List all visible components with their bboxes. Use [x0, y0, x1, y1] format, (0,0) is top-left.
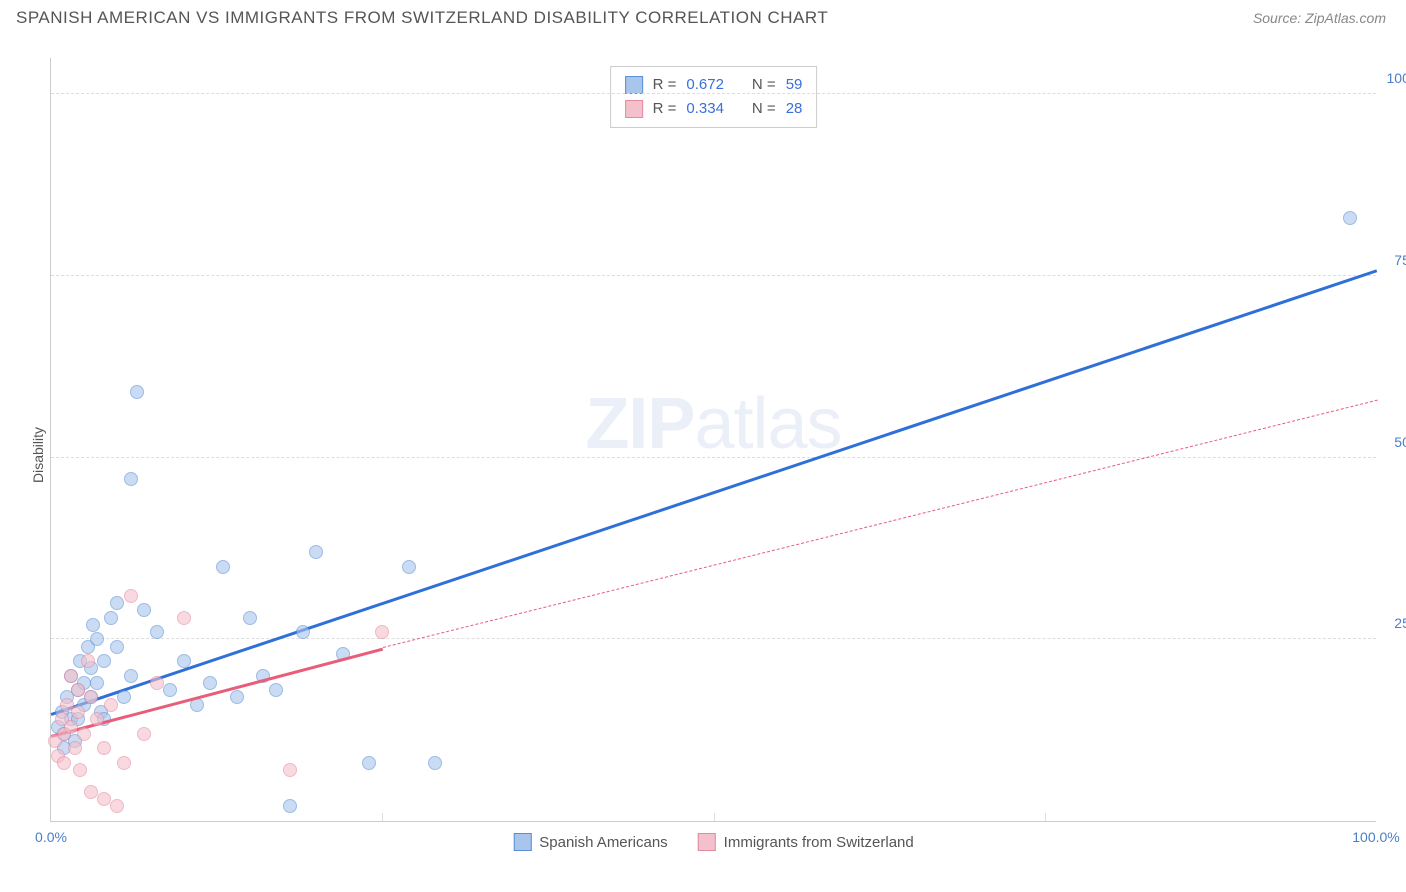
scatter-point [97, 741, 111, 755]
legend-swatch [698, 833, 716, 851]
n-label: N = [752, 97, 776, 121]
watermark-zip: ZIP [585, 384, 694, 464]
r-value: 0.334 [686, 97, 724, 121]
scatter-point [77, 727, 91, 741]
scatter-point [150, 625, 164, 639]
source-label: Source: ZipAtlas.com [1253, 10, 1386, 26]
legend-item: Immigrants from Switzerland [698, 833, 914, 851]
scatter-point [90, 712, 104, 726]
legend-series: Spanish Americans Immigrants from Switzer… [513, 833, 913, 851]
scatter-point [97, 654, 111, 668]
scatter-point [1343, 211, 1357, 225]
scatter-point [124, 589, 138, 603]
scatter-point [71, 683, 85, 697]
scatter-point [163, 683, 177, 697]
x-tick-minor [714, 813, 715, 821]
scatter-point [81, 654, 95, 668]
scatter-point [150, 676, 164, 690]
x-tick-minor [382, 813, 383, 821]
scatter-point [104, 611, 118, 625]
scatter-point [137, 727, 151, 741]
gridline-h [51, 457, 1376, 458]
scatter-point [309, 545, 323, 559]
scatter-point [269, 683, 283, 697]
scatter-point [64, 669, 78, 683]
scatter-point [375, 625, 389, 639]
scatter-point [84, 785, 98, 799]
gridline-h [51, 638, 1376, 639]
x-tick-minor [1045, 813, 1046, 821]
scatter-point [57, 756, 71, 770]
y-tick-label: 50.0% [1394, 434, 1406, 450]
scatter-point [130, 385, 144, 399]
legend-item: Spanish Americans [513, 833, 667, 851]
scatter-point [110, 596, 124, 610]
scatter-point [402, 560, 416, 574]
legend-swatch [625, 76, 643, 94]
trend-line [51, 269, 1378, 715]
scatter-point [203, 676, 217, 690]
legend-swatch [625, 100, 643, 118]
scatter-point [428, 756, 442, 770]
legend-label: Spanish Americans [539, 834, 667, 851]
scatter-point [243, 611, 257, 625]
r-label: R = [653, 97, 677, 121]
scatter-point [177, 611, 191, 625]
chart-container: Disability ZIPatlas R = 0.672N = 59R = 0… [40, 48, 1386, 862]
scatter-point [68, 741, 82, 755]
chart-title: SPANISH AMERICAN VS IMMIGRANTS FROM SWIT… [16, 8, 828, 28]
n-value: 28 [786, 97, 803, 121]
scatter-point [90, 676, 104, 690]
scatter-point [283, 799, 297, 813]
scatter-point [71, 705, 85, 719]
scatter-point [90, 632, 104, 646]
scatter-point [110, 799, 124, 813]
x-tick-label: 0.0% [35, 829, 67, 845]
scatter-point [362, 756, 376, 770]
legend-swatch [513, 833, 531, 851]
scatter-point [177, 654, 191, 668]
scatter-point [137, 603, 151, 617]
scatter-point [73, 763, 87, 777]
scatter-point [86, 618, 100, 632]
legend-label: Immigrants from Switzerland [724, 834, 914, 851]
gridline-h [51, 275, 1376, 276]
scatter-point [84, 690, 98, 704]
y-tick-label: 100.0% [1387, 70, 1406, 86]
legend-stats: R = 0.672N = 59R = 0.334N = 28 [610, 66, 818, 128]
scatter-point [216, 560, 230, 574]
scatter-point [283, 763, 297, 777]
scatter-point [296, 625, 310, 639]
scatter-point [117, 756, 131, 770]
scatter-point [124, 669, 138, 683]
scatter-point [110, 640, 124, 654]
watermark-atlas: atlas [694, 384, 841, 464]
scatter-point [117, 690, 131, 704]
y-axis-label: Disability [30, 427, 46, 483]
header: SPANISH AMERICAN VS IMMIGRANTS FROM SWIT… [0, 0, 1406, 32]
scatter-point [64, 720, 78, 734]
y-tick-label: 75.0% [1394, 252, 1406, 268]
plot-area: ZIPatlas R = 0.672N = 59R = 0.334N = 28 … [50, 58, 1376, 822]
scatter-point [104, 698, 118, 712]
scatter-point [97, 792, 111, 806]
scatter-point [230, 690, 244, 704]
gridline-h [51, 93, 1376, 94]
legend-stat-row: R = 0.334 N = 28 [625, 97, 803, 121]
watermark: ZIPatlas [585, 383, 841, 465]
scatter-point [124, 472, 138, 486]
x-tick-label: 100.0% [1352, 829, 1399, 845]
y-tick-label: 25.0% [1394, 615, 1406, 631]
